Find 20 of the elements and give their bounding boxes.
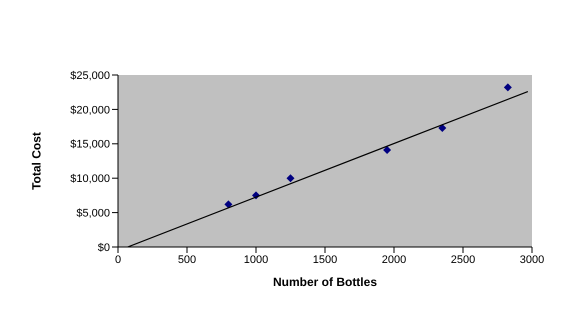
y-tick-label: $20,000 bbox=[70, 104, 110, 116]
x-tick-label: 1000 bbox=[244, 254, 268, 266]
x-tick-label: 2000 bbox=[382, 254, 406, 266]
x-tick-label: 2500 bbox=[450, 254, 476, 266]
x-tick-label: 0 bbox=[114, 254, 122, 266]
point bbox=[383, 146, 392, 154]
y-tick-label: $0 bbox=[98, 242, 110, 254]
point bbox=[504, 83, 512, 92]
y-tick-label: $10,000 bbox=[70, 173, 110, 186]
y-tick-label: $25,000 bbox=[70, 70, 110, 82]
y-tick-label: $15,000 bbox=[70, 138, 110, 151]
point bbox=[286, 174, 294, 182]
x-tick-label: 3000 bbox=[520, 254, 544, 266]
point bbox=[438, 124, 446, 132]
x-tick-label: 500 bbox=[178, 254, 196, 266]
y-tick-label: $5,000 bbox=[76, 208, 110, 220]
x-axis-title: Number of Bottles bbox=[272, 275, 378, 289]
x-tick-label: 1500 bbox=[312, 254, 338, 266]
y-axis-title: Total Cost bbox=[29, 132, 44, 190]
point bbox=[224, 200, 232, 208]
